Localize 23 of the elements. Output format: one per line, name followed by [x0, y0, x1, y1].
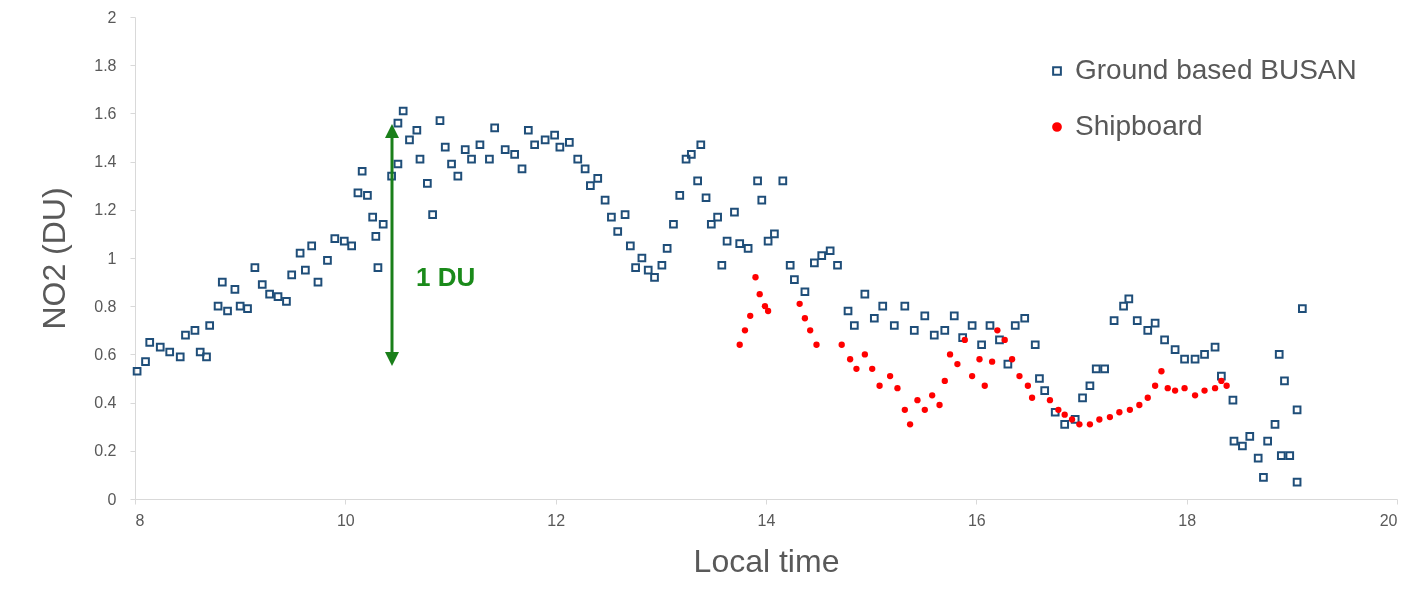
annotation: 1 DU [416, 262, 476, 293]
y-tick-label: 0.8 [94, 297, 117, 315]
y-tick-label: 0.6 [94, 345, 117, 363]
y-tick-label: 1.2 [94, 201, 117, 219]
y-tick-label: 1.8 [94, 56, 117, 74]
x-axis-title: Local time [693, 542, 840, 579]
y-tick-label: 2 [107, 8, 117, 26]
x-tick-label: 8 [135, 511, 145, 529]
y-axis-title: NO2 (DU) [36, 187, 73, 330]
x-tick-label: 14 [757, 511, 776, 529]
y-tick-label: 0.2 [94, 442, 117, 460]
x-tick-label: 12 [547, 511, 566, 529]
x-tick-label: 16 [967, 511, 986, 529]
y-tick-label: 0.4 [94, 394, 117, 412]
legend-label: Ground based BUSAN [1075, 54, 1357, 85]
y-tick-label: 1.6 [94, 104, 117, 122]
y-tick-label: 1 [107, 249, 117, 267]
x-tick-label: 10 [336, 511, 355, 529]
legend-label: Shipboard [1075, 110, 1203, 141]
y-tick-label: 1.4 [94, 153, 117, 171]
y-tick-label: 0 [107, 490, 117, 508]
x-tick-label: 18 [1178, 511, 1197, 529]
x-tick-label: 20 [1379, 511, 1398, 529]
